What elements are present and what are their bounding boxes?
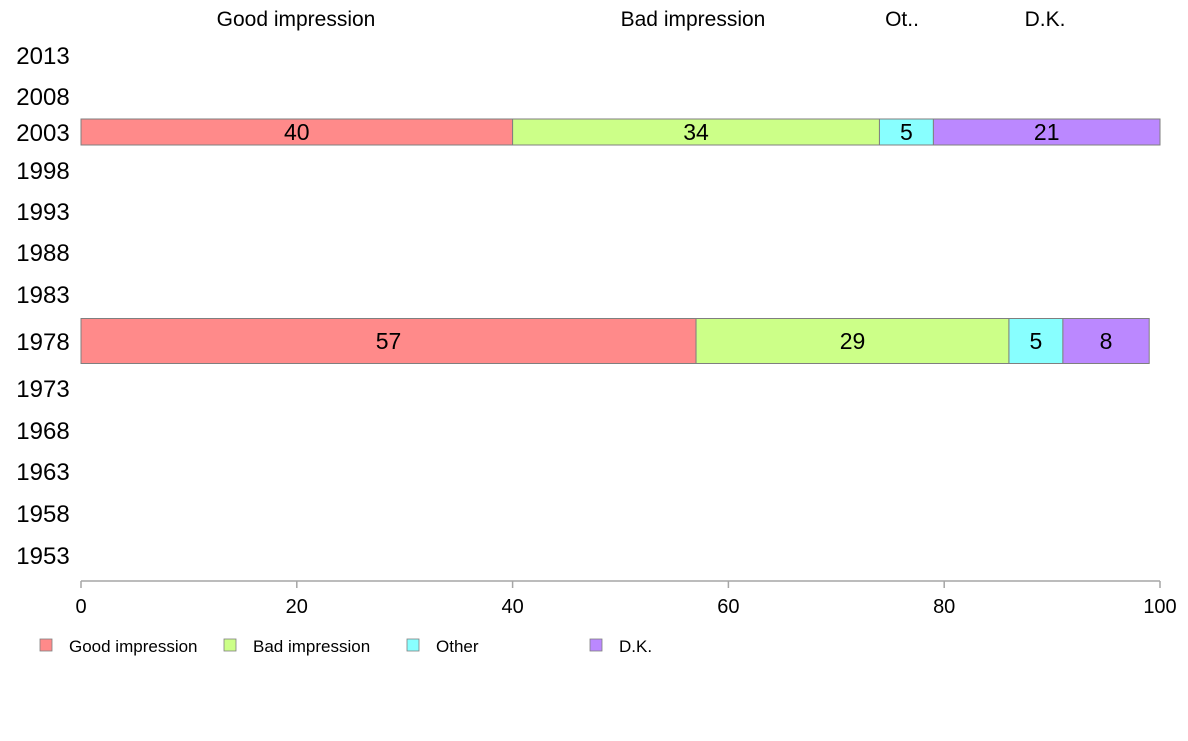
y-tick-label: 1963 xyxy=(16,459,69,486)
y-tick-label: 2008 xyxy=(16,84,69,111)
bar-segment xyxy=(932,118,1161,146)
bar-value-label: 21 xyxy=(1034,119,1060,145)
bar-value-label: 5 xyxy=(1030,328,1043,354)
bar-value-label: 29 xyxy=(840,328,866,354)
x-tick-label: 80 xyxy=(933,596,955,618)
legend-label: Good impression xyxy=(69,637,198,656)
x-tick-label: 0 xyxy=(75,596,86,618)
bars: 40 34 5 21 57 29 5 8 xyxy=(80,118,1161,364)
top-label: Good impression xyxy=(217,8,376,31)
y-tick-label: 2013 xyxy=(16,43,69,70)
x-tick-label: 60 xyxy=(717,596,739,618)
bar-segment xyxy=(1008,318,1064,364)
x-tick-label: 40 xyxy=(501,596,523,618)
y-tick-label: 1953 xyxy=(16,543,69,570)
top-label: D.K. xyxy=(1025,8,1066,31)
bar-segment xyxy=(878,118,934,146)
bar-segment xyxy=(512,118,880,146)
legend-swatch xyxy=(223,638,237,652)
y-tick-label: 1958 xyxy=(16,501,69,528)
y-tick-label: 1998 xyxy=(16,158,69,185)
legend-swatch xyxy=(406,638,420,652)
x-tick-label: 100 xyxy=(1143,596,1176,618)
bar-value-label: 5 xyxy=(900,119,913,145)
legend-label: Bad impression xyxy=(253,637,370,656)
y-tick-label: 1973 xyxy=(16,376,69,403)
legend-item: Good impression xyxy=(39,637,198,656)
y-tick-label: 1983 xyxy=(16,282,69,309)
bar-value-label: 8 xyxy=(1100,328,1113,354)
top-label: Bad impression xyxy=(621,8,766,31)
top-labels: Good impression Bad impression Ot.. D.K. xyxy=(217,8,1066,31)
bar-segment xyxy=(695,318,1010,364)
legend-item: Other xyxy=(406,637,479,656)
bar-value-label: 40 xyxy=(284,119,310,145)
bar-value-label: 34 xyxy=(683,119,709,145)
y-tick-label: 1978 xyxy=(16,329,69,356)
x-axis: 0 20 40 60 80 100 xyxy=(75,580,1177,618)
top-label: Ot.. xyxy=(885,8,919,31)
y-tick-label: 1993 xyxy=(16,199,69,226)
legend-label: D.K. xyxy=(619,637,652,656)
bar-value-label: 57 xyxy=(376,328,402,354)
legend-swatch xyxy=(39,638,53,652)
y-tick-label: 1968 xyxy=(16,418,69,445)
legend-label: Other xyxy=(436,637,479,656)
legend-swatch xyxy=(589,638,603,652)
legend-item: D.K. xyxy=(589,637,652,656)
legend: Good impression Bad impression Other D.K. xyxy=(39,637,652,656)
x-tick-label: 20 xyxy=(286,596,308,618)
bar-segment xyxy=(80,118,514,146)
y-tick-label: 2003 xyxy=(16,120,69,147)
bar-segment xyxy=(80,318,697,364)
y-tick-label: 1988 xyxy=(16,240,69,267)
y-axis-labels: 2013 2008 2003 1998 1993 1988 1983 1978 1973 1968… xyxy=(16,43,69,570)
bar-segment xyxy=(1062,318,1150,364)
legend-item: Bad impression xyxy=(223,637,370,656)
